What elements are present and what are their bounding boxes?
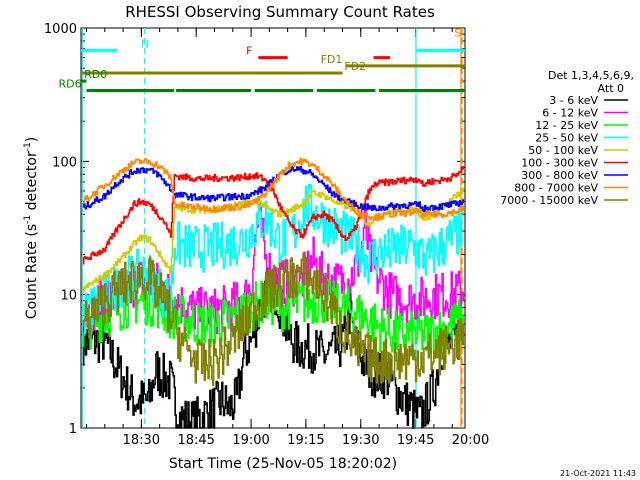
y-tick-label: 1000 bbox=[44, 22, 77, 37]
legend-label: 3 - 6 keV bbox=[549, 94, 598, 107]
x-tick-label: 19:15 bbox=[287, 433, 324, 448]
legend-label: 800 - 7000 keV bbox=[514, 182, 598, 195]
series-line bbox=[82, 165, 465, 265]
state-label-fd2: FD2 bbox=[344, 60, 366, 73]
state-label-n: N bbox=[141, 37, 149, 50]
state-label-rd0: RD0 bbox=[84, 68, 107, 81]
plot-frame bbox=[80, 27, 466, 429]
y-tick-label: 1 bbox=[69, 422, 77, 437]
footer-timestamp: 21-Oct-2021 11:43 bbox=[560, 469, 636, 478]
state-label-s: S bbox=[454, 26, 461, 39]
series-line bbox=[82, 252, 465, 386]
chart-title: RHESSI Observing Summary Count Rates bbox=[125, 3, 435, 21]
x-tick-label: 19:00 bbox=[232, 433, 269, 448]
legend-header-line2: Att 0 bbox=[598, 82, 624, 95]
x-tick-label: 18:30 bbox=[123, 433, 160, 448]
x-tick-label: 20:00 bbox=[452, 433, 489, 448]
y-tick-label: 100 bbox=[52, 155, 77, 170]
state-label-f: F bbox=[246, 45, 252, 58]
legend-label: 12 - 25 keV bbox=[535, 119, 598, 132]
y-axis-label: Count Rate (s-1 detector-1) bbox=[23, 137, 40, 319]
legend-label: 50 - 100 keV bbox=[528, 144, 598, 157]
legend-label: 25 - 50 keV bbox=[535, 132, 598, 145]
legend-label: 7000 - 15000 keV bbox=[500, 194, 598, 207]
legend-label: 6 - 12 keV bbox=[542, 107, 598, 120]
legend-header-line1: Det 1,3,4,5,6,9, bbox=[548, 69, 634, 82]
state-label-fd1: FD1 bbox=[321, 53, 343, 66]
legend-label: 100 - 300 keV bbox=[521, 157, 598, 170]
plot-area: 1 10 100 1000 18:30 18:45 19:00 19:15 19:30 19:45… bbox=[44, 22, 489, 448]
legend-label: 300 - 800 keV bbox=[521, 169, 598, 182]
x-tick-label: 19:45 bbox=[397, 433, 434, 448]
x-tick-label: 19:30 bbox=[342, 433, 379, 448]
series-line bbox=[82, 157, 465, 222]
x-axis-label: Start Time (25-Nov-05 18:20:02) bbox=[169, 456, 397, 472]
y-tick-label: 10 bbox=[60, 289, 77, 304]
x-tick-label: 18:45 bbox=[177, 433, 214, 448]
state-label-rd6: RD6 bbox=[58, 77, 81, 90]
